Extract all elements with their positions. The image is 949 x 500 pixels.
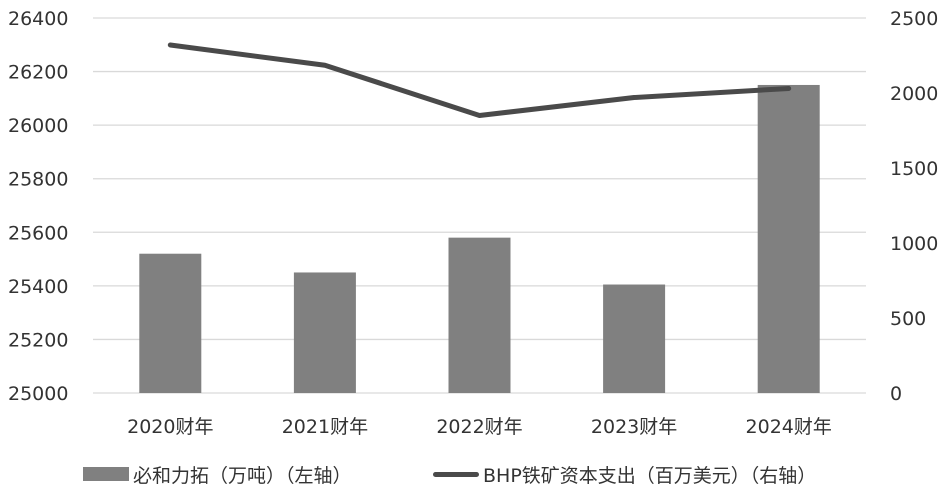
x-tick-label: 2020财年 [127,416,213,438]
capex-line [167,42,792,118]
right-tick-label: 2000 [890,83,938,105]
right-tick-label: 500 [890,308,926,330]
right-tick-label: 1500 [890,158,938,180]
combo-chart: 2500025200254002560025800260002620026400… [8,8,938,438]
x-tick-label: 2021财年 [282,416,368,438]
right-axis: 0 500 1000 1500 2000 2500 [890,8,938,405]
left-axis: 25000 25200 25400 25600 25800 26000 26200 26400 [8,8,68,405]
left-tick-label: 25400 [8,276,68,298]
x-tick-label: 2024财年 [746,416,832,438]
right-tick-label: 0 [890,383,902,405]
bar [757,84,820,393]
bar-swatch-icon [83,467,129,481]
legend: 必和力拓（万吨）（左轴） BHP铁矿资本支出（百万美元）（右轴） [0,456,949,492]
line-swatch-icon [433,471,479,477]
x-axis: 2020财年 2021财年 2022财年 2023财年 2024财年 [127,416,832,438]
left-tick-label: 25200 [8,329,68,351]
bar-series [139,84,820,393]
left-tick-label: 25800 [8,169,68,191]
left-tick-label: 26000 [8,115,68,137]
x-tick-label: 2022财年 [436,416,522,438]
right-tick-label: 1000 [890,233,938,255]
bar [139,253,202,393]
left-tick-label: 26200 [8,62,68,84]
legend-item-bar: 必和力拓（万吨）（左轴） [83,456,352,492]
legend-item-line: BHP铁矿资本支出（百万美元）（右轴） [433,456,816,492]
left-tick-label: 25000 [8,383,68,405]
line-series [167,42,792,118]
left-tick-label: 25600 [8,222,68,244]
x-tick-label: 2023财年 [591,416,677,438]
bar [293,272,356,393]
legend-label-bar: 必和力拓（万吨）（左轴） [133,464,352,487]
right-tick-label: 2500 [890,8,938,30]
bar [448,237,511,393]
bar [603,284,666,393]
legend-label-line: BHP铁矿资本支出（百万美元）（右轴） [483,464,817,487]
left-tick-label: 26400 [8,8,68,30]
